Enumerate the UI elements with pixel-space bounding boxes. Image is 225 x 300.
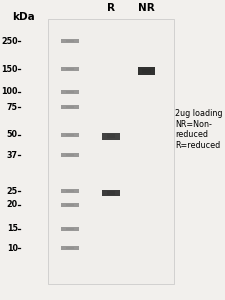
FancyBboxPatch shape (65, 91, 74, 93)
FancyBboxPatch shape (65, 106, 74, 108)
Text: 2ug loading
NR=Non-
reduced
R=reduced: 2ug loading NR=Non- reduced R=reduced (175, 110, 223, 150)
FancyBboxPatch shape (61, 105, 79, 109)
Text: 150: 150 (1, 65, 18, 74)
Text: 10: 10 (7, 244, 18, 253)
Text: 75: 75 (7, 103, 18, 112)
Text: kDa: kDa (12, 11, 35, 22)
FancyBboxPatch shape (65, 228, 74, 230)
FancyBboxPatch shape (61, 153, 79, 158)
FancyBboxPatch shape (61, 203, 79, 207)
FancyBboxPatch shape (61, 189, 79, 193)
FancyBboxPatch shape (61, 67, 79, 71)
FancyBboxPatch shape (65, 134, 74, 136)
FancyBboxPatch shape (65, 204, 74, 206)
Text: 100: 100 (1, 87, 18, 96)
FancyBboxPatch shape (48, 19, 174, 284)
FancyBboxPatch shape (61, 133, 79, 137)
Text: 250: 250 (1, 37, 18, 46)
FancyBboxPatch shape (61, 89, 79, 94)
Text: 25: 25 (7, 187, 18, 196)
FancyBboxPatch shape (102, 133, 120, 140)
Text: 50: 50 (7, 130, 18, 139)
FancyBboxPatch shape (102, 190, 120, 196)
FancyBboxPatch shape (65, 190, 74, 192)
FancyBboxPatch shape (138, 67, 155, 75)
Text: 15: 15 (7, 224, 18, 233)
FancyBboxPatch shape (65, 68, 74, 70)
FancyBboxPatch shape (65, 247, 74, 249)
FancyBboxPatch shape (65, 40, 74, 42)
Text: 37: 37 (7, 151, 18, 160)
Text: NR: NR (138, 3, 155, 13)
FancyBboxPatch shape (107, 134, 115, 138)
FancyBboxPatch shape (107, 191, 115, 195)
FancyBboxPatch shape (61, 246, 79, 250)
Text: 20: 20 (7, 200, 18, 209)
Text: R: R (107, 3, 115, 13)
FancyBboxPatch shape (65, 154, 74, 156)
FancyBboxPatch shape (142, 69, 151, 73)
FancyBboxPatch shape (61, 39, 79, 43)
FancyBboxPatch shape (61, 226, 79, 231)
